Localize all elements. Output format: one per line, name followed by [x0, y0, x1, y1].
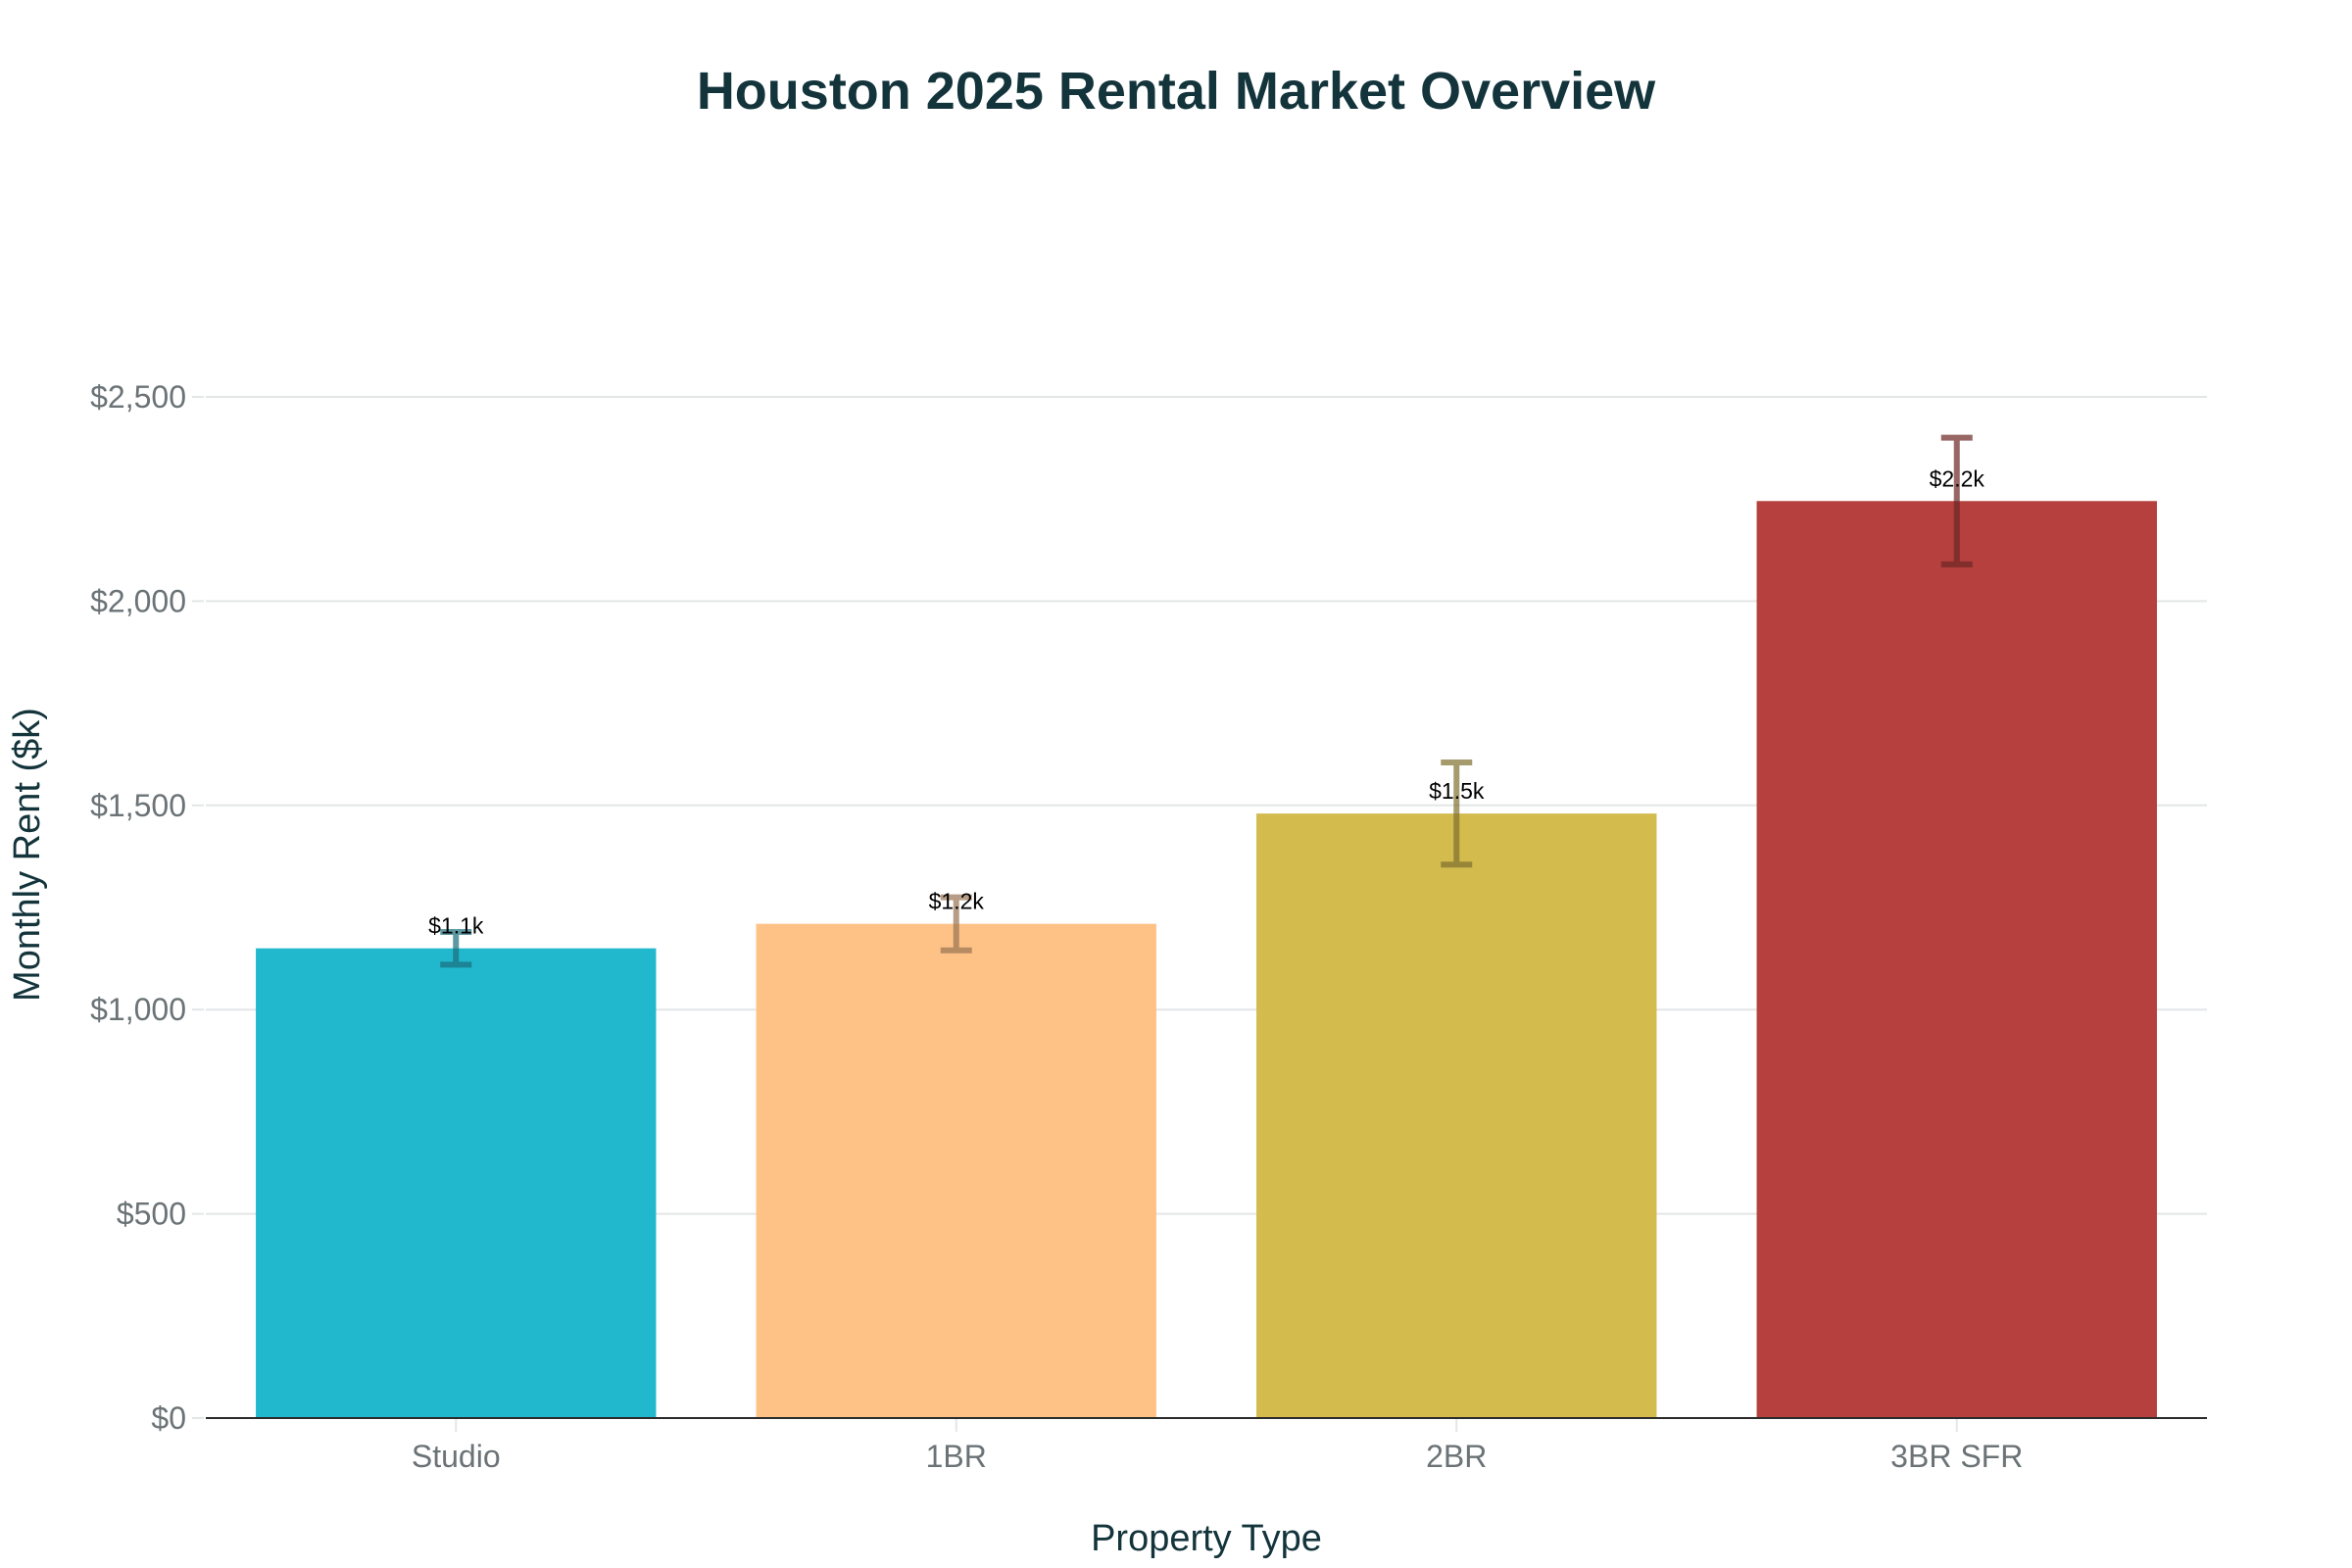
y-axis-title: Monthly Rent ($k)	[7, 708, 48, 1002]
data-label: $1.5k	[1429, 778, 1485, 804]
bar-studio	[256, 948, 657, 1418]
y-tick-label: $1,000	[90, 992, 186, 1027]
error-bar	[1940, 434, 1973, 567]
data-label: $1.2k	[929, 889, 985, 914]
data-labels: $1.1k $1.2k $1.5k $2.2k	[428, 466, 1984, 938]
y-tick-label: $2,500	[90, 379, 186, 415]
x-tick-label: Studio	[412, 1439, 501, 1474]
y-tick-label: $0	[151, 1400, 186, 1436]
bar-3br-sfr	[1756, 501, 2157, 1418]
x-axis-title: Property Type	[1091, 1518, 1322, 1559]
data-label: $2.2k	[1930, 466, 1985, 491]
x-tick-label: 1BR	[926, 1439, 987, 1474]
error-bar	[940, 894, 972, 954]
y-tick-label: $500	[117, 1197, 186, 1232]
bar-1br	[756, 923, 1156, 1418]
data-label: $1.1k	[428, 913, 484, 939]
bars	[256, 501, 2157, 1418]
error-bar	[1441, 760, 1473, 868]
y-tick-label: $1,500	[90, 788, 186, 823]
error-bars	[440, 434, 1973, 968]
x-tick-label: 2BR	[1426, 1439, 1487, 1474]
error-bar	[440, 929, 472, 968]
chart-title: Houston 2025 Rental Market Overview	[696, 62, 1656, 121]
axes: $0 $500 $1,000 $1,500 $2,000 $2,500 Studio 1BR 2…	[90, 379, 2207, 1474]
x-tick-label: 3BR SFR	[1890, 1439, 2023, 1474]
y-tick-label: $2,000	[90, 583, 186, 618]
bar-2br	[1256, 813, 1657, 1418]
